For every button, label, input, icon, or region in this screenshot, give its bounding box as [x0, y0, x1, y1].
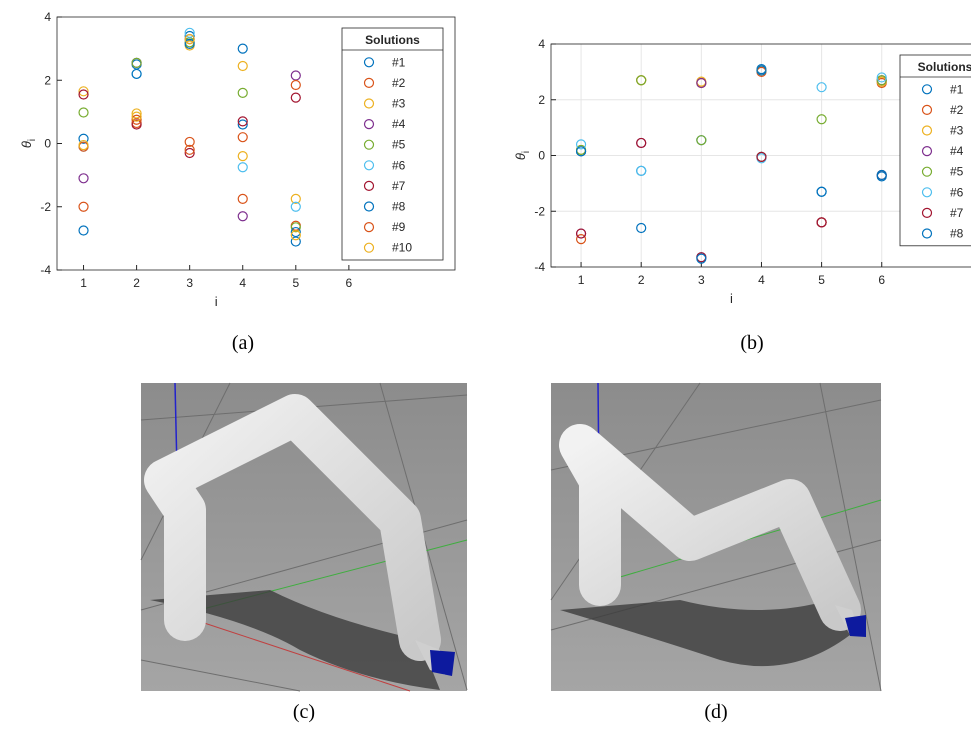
y-tick-label: 2 [44, 73, 51, 87]
legend-label: #1 [392, 55, 406, 69]
y-tick-label: -4 [40, 263, 51, 277]
x-tick-label: 6 [878, 273, 885, 287]
legend-label: #5 [950, 165, 964, 179]
y-tick-label: 0 [538, 149, 545, 163]
legend-label: #10 [392, 241, 412, 255]
legend-title: Solutions [918, 60, 971, 74]
y-axis-subscript: i [521, 151, 532, 153]
x-axis-label: i [215, 294, 218, 309]
x-tick-label: 2 [133, 276, 140, 290]
legend-label: #3 [950, 124, 964, 138]
y-axis-label: θi [513, 151, 532, 160]
panel-label: (d) [704, 701, 727, 723]
page: {"chart_data": [ {"type": "scatter", "xl… [0, 0, 971, 728]
legend-label: #7 [950, 206, 964, 220]
legend-label: #6 [392, 158, 406, 172]
legend-label: #5 [392, 138, 406, 152]
y-tick-label: -2 [534, 204, 545, 218]
legend-label: #8 [392, 200, 406, 214]
x-tick-label: 1 [578, 273, 585, 287]
legend-label: #3 [392, 97, 406, 111]
y-tick-label: 0 [44, 137, 51, 151]
x-tick-label: 5 [818, 273, 825, 287]
y-tick-label: -2 [40, 200, 51, 214]
legend-label: #2 [392, 76, 406, 90]
y-tick-label: 4 [538, 37, 545, 51]
legend-label: #2 [950, 103, 964, 117]
y-tick-label: 4 [44, 10, 51, 24]
y-axis-symbol: θ [513, 153, 528, 160]
x-tick-label: 4 [239, 276, 246, 290]
y-axis-symbol: θ [19, 141, 34, 148]
legend-label: #4 [392, 117, 406, 131]
legend-label: #8 [950, 227, 964, 241]
x-tick-label: 5 [292, 276, 299, 290]
x-tick-label: 6 [346, 276, 353, 290]
legend-label: #1 [950, 82, 964, 96]
x-tick-label: 3 [698, 273, 705, 287]
legend-label: #7 [392, 179, 406, 193]
legend-label: #9 [392, 220, 406, 234]
y-tick-label: 2 [538, 93, 545, 107]
panel-label: (c) [293, 701, 315, 723]
x-axis-label: i [730, 291, 733, 306]
x-tick-label: 1 [80, 276, 87, 290]
legend-label: #6 [950, 185, 964, 199]
chart: -4-2024123456iθiSolutions#1#2#3#4#5#6#7#… [19, 10, 455, 309]
legend-label: #4 [950, 144, 964, 158]
y-axis-subscript: i [27, 139, 38, 141]
render-d [551, 383, 881, 691]
panel-label: (b) [740, 332, 763, 354]
x-tick-label: 4 [758, 273, 765, 287]
render-c [141, 383, 467, 691]
y-tick-label: -4 [534, 260, 545, 274]
panel-label: (a) [232, 332, 254, 354]
figure: -4-2024123456iθiSolutions#1#2#3#4#5#6#7#… [0, 0, 971, 728]
y-axis-label: θi [19, 139, 38, 148]
x-tick-label: 2 [638, 273, 645, 287]
legend-title: Solutions [365, 33, 420, 47]
x-tick-label: 3 [186, 276, 193, 290]
